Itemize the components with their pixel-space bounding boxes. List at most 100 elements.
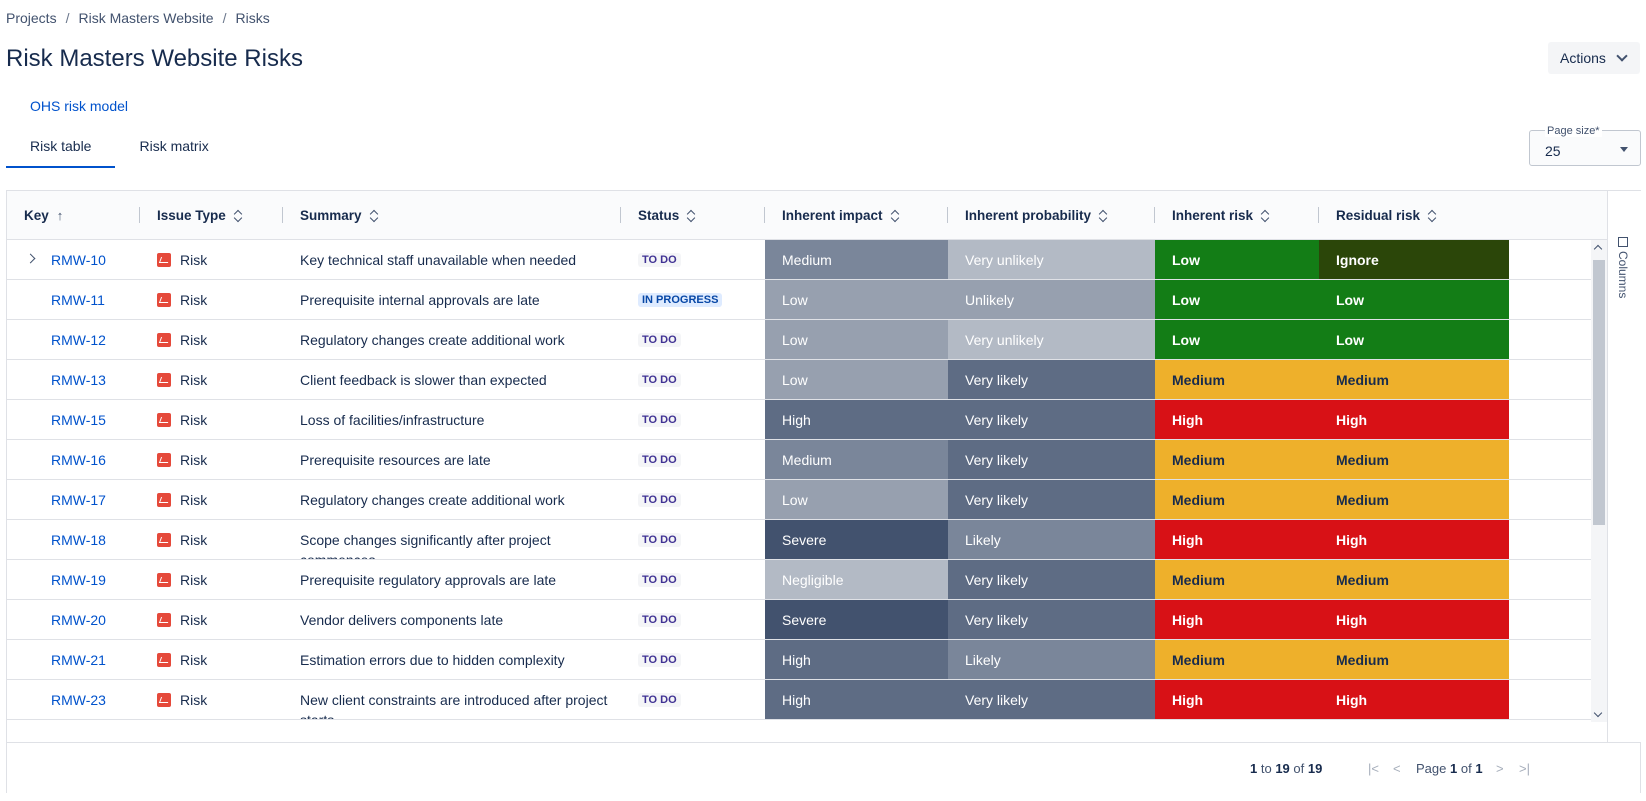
impact-value: High [782, 691, 811, 708]
column-resize-handle[interactable] [139, 207, 140, 223]
impact-value: Low [782, 371, 808, 388]
page-size-select[interactable]: Page size* 25 [1529, 125, 1641, 166]
column-resize-handle[interactable] [620, 207, 621, 223]
columns-icon [1618, 237, 1628, 247]
previous-page-icon[interactable]: < [1393, 761, 1401, 776]
table-row[interactable]: RMW-15 Risk Loss of facilities/infrastruct… [7, 400, 1607, 440]
breadcrumb-project[interactable]: Risk Masters Website [78, 10, 214, 26]
risk-issue-icon [157, 692, 171, 707]
issue-key-link[interactable]: RMW-13 [51, 371, 106, 388]
issue-key-link[interactable]: RMW-19 [51, 571, 106, 588]
cell-inherent-impact: Medium [765, 440, 948, 479]
risk-model-link[interactable]: OHS risk model [30, 98, 129, 114]
next-page-icon[interactable]: > [1496, 761, 1504, 776]
chevron-down-icon [1616, 49, 1628, 62]
scroll-up-icon[interactable] [1593, 244, 1603, 254]
header-col-residual-risk[interactable]: Residual risk [1319, 191, 1509, 240]
header-label: Status [638, 208, 680, 223]
scroll-down-icon[interactable] [1593, 708, 1603, 718]
row-count-to: 19 [1275, 761, 1290, 776]
header-col-summary[interactable]: Summary [283, 191, 621, 240]
cell-summary: Prerequisite resources are late [283, 440, 621, 479]
caret-down-icon [1620, 147, 1628, 152]
cell-inherent-probability: Very unlikely [948, 240, 1155, 279]
cell-inherent-impact: High [765, 400, 948, 439]
issue-key-link[interactable]: RMW-16 [51, 451, 106, 468]
header-label: Inherent risk [1172, 208, 1254, 223]
issue-key-link[interactable]: RMW-17 [51, 491, 106, 508]
impact-value: Medium [782, 451, 832, 468]
vertical-scrollbar[interactable] [1591, 240, 1607, 722]
table-row[interactable]: RMW-13 Risk Client feedback is slower than… [7, 360, 1607, 400]
table-row[interactable]: RMW-16 Risk Prerequisite resources are lat… [7, 440, 1607, 480]
risk-issue-icon [157, 332, 171, 347]
cell-inherent-impact: High [765, 680, 948, 719]
cell-status: TO DO [621, 480, 765, 519]
cell-key: RMW-13 [7, 360, 140, 399]
issue-key-link[interactable]: RMW-20 [51, 611, 106, 628]
header-label: Summary [300, 208, 362, 223]
actions-button[interactable]: Actions [1548, 42, 1640, 74]
column-resize-handle[interactable] [282, 207, 283, 223]
issue-key-link[interactable]: RMW-10 [51, 251, 106, 268]
column-resize-handle[interactable] [764, 207, 765, 223]
cell-inherent-probability: Very likely [948, 360, 1155, 399]
issue-type-label: Risk [180, 371, 208, 388]
header-col-inherent-risk[interactable]: Inherent risk [1155, 191, 1319, 240]
cell-inherent-probability: Very likely [948, 440, 1155, 479]
first-page-icon[interactable]: |< [1368, 761, 1379, 776]
table-row[interactable]: RMW-11 Risk Prerequisite internal approval… [7, 280, 1607, 320]
sort-icon [1428, 210, 1436, 222]
breadcrumb-projects[interactable]: Projects [6, 10, 57, 26]
breadcrumb-risks[interactable]: Risks [235, 10, 270, 26]
cell-summary: Estimation errors due to hidden complexi… [283, 640, 621, 679]
issue-key-link[interactable]: RMW-21 [51, 651, 106, 668]
table-row[interactable]: RMW-20 Risk Vendor delivers components lat… [7, 600, 1607, 640]
issue-key-link[interactable]: RMW-12 [51, 331, 106, 348]
column-resize-handle[interactable] [1318, 207, 1319, 223]
header-col-inherent-impact[interactable]: Inherent impact [765, 191, 948, 240]
sort-icon [891, 210, 899, 222]
probability-value: Very likely [965, 371, 1029, 388]
cell-issue-type: Risk [140, 360, 283, 399]
probability-value: Likely [965, 651, 1001, 668]
scroll-thumb[interactable] [1593, 260, 1605, 525]
columns-panel-toggle[interactable]: Columns [1607, 191, 1641, 742]
issue-key-link[interactable]: RMW-18 [51, 531, 106, 548]
header-col-status[interactable]: Status [621, 191, 765, 240]
tab-risk-table[interactable]: Risk table [6, 128, 116, 168]
issue-key-link[interactable]: RMW-15 [51, 411, 106, 428]
inherent-risk-value: Low [1172, 331, 1200, 348]
cell-issue-type: Risk [140, 600, 283, 639]
table-row[interactable]: RMW-19 Risk Prerequisite regulatory approv… [7, 560, 1607, 600]
issue-key-link[interactable]: RMW-11 [51, 291, 105, 308]
inherent-risk-value: Medium [1172, 571, 1225, 588]
breadcrumb-separator: / [65, 10, 70, 26]
view-tabs: Risk table Risk matrix [6, 128, 233, 168]
tab-risk-matrix[interactable]: Risk matrix [139, 138, 209, 154]
page-size-value: 25 [1545, 143, 1561, 159]
table-row[interactable]: RMW-12 Risk Regulatory changes create addi… [7, 320, 1607, 360]
last-page-icon[interactable]: >| [1519, 761, 1530, 776]
table-row[interactable]: RMW-21 Risk Estimation errors due to hidde… [7, 640, 1607, 680]
sort-icon [1261, 210, 1269, 222]
impact-value: Severe [782, 611, 827, 628]
column-resize-handle[interactable] [947, 207, 948, 223]
table-row[interactable]: RMW-18 Risk Scope changes significantly af… [7, 520, 1607, 560]
header-col-issue-type[interactable]: Issue Type [140, 191, 283, 240]
issue-key-link[interactable]: RMW-23 [51, 691, 106, 708]
cell-inherent-probability: Very likely [948, 480, 1155, 519]
table-row[interactable]: RMW-17 Risk Regulatory changes create addi… [7, 480, 1607, 520]
header-col-inherent-probability[interactable]: Inherent probability [948, 191, 1155, 240]
header-col-key[interactable]: Key ↑ [7, 191, 140, 240]
table-row[interactable]: RMW-10 Risk Key technical staff unavailabl… [7, 240, 1607, 280]
summary-text: Client feedback is slower than expected [300, 372, 547, 388]
cell-inherent-impact: Low [765, 480, 948, 519]
column-resize-handle[interactable] [1154, 207, 1155, 223]
sort-icon [370, 210, 378, 222]
residual-risk-value: Medium [1336, 371, 1389, 388]
issue-type-label: Risk [180, 451, 208, 468]
impact-value: Low [782, 331, 808, 348]
sort-ascending-icon: ↑ [56, 208, 64, 223]
table-row[interactable]: RMW-23 Risk New client constraints are int… [7, 680, 1607, 720]
